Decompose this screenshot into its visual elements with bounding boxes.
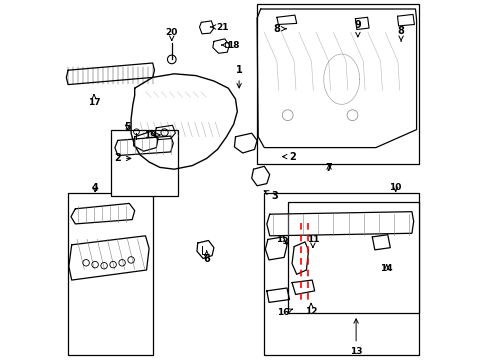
Text: 12: 12 xyxy=(304,303,317,316)
Text: 15: 15 xyxy=(276,235,288,244)
Bar xyxy=(68,193,152,355)
Bar xyxy=(287,202,418,313)
Bar xyxy=(224,42,228,47)
Text: 14: 14 xyxy=(380,264,392,273)
Text: 11: 11 xyxy=(306,235,319,247)
Text: 18: 18 xyxy=(221,40,240,49)
Text: 1: 1 xyxy=(235,65,242,88)
Text: 21: 21 xyxy=(210,22,228,31)
Text: 19: 19 xyxy=(143,130,160,139)
Text: 10: 10 xyxy=(389,184,401,192)
Text: 2: 2 xyxy=(114,153,131,163)
Text: 8: 8 xyxy=(273,24,285,34)
Text: 16: 16 xyxy=(277,308,292,317)
Text: 9: 9 xyxy=(354,20,361,37)
Bar xyxy=(264,193,418,355)
Bar xyxy=(257,4,418,164)
Text: 20: 20 xyxy=(165,28,178,40)
Text: 6: 6 xyxy=(203,251,210,264)
Text: 4: 4 xyxy=(92,183,98,193)
Text: 2: 2 xyxy=(282,152,296,162)
Text: 8: 8 xyxy=(397,26,404,41)
Text: 13: 13 xyxy=(349,319,362,356)
Text: 3: 3 xyxy=(264,191,278,201)
Bar xyxy=(111,130,178,196)
Text: 5: 5 xyxy=(124,122,131,132)
Text: 17: 17 xyxy=(87,95,100,107)
Text: 7: 7 xyxy=(325,163,332,174)
